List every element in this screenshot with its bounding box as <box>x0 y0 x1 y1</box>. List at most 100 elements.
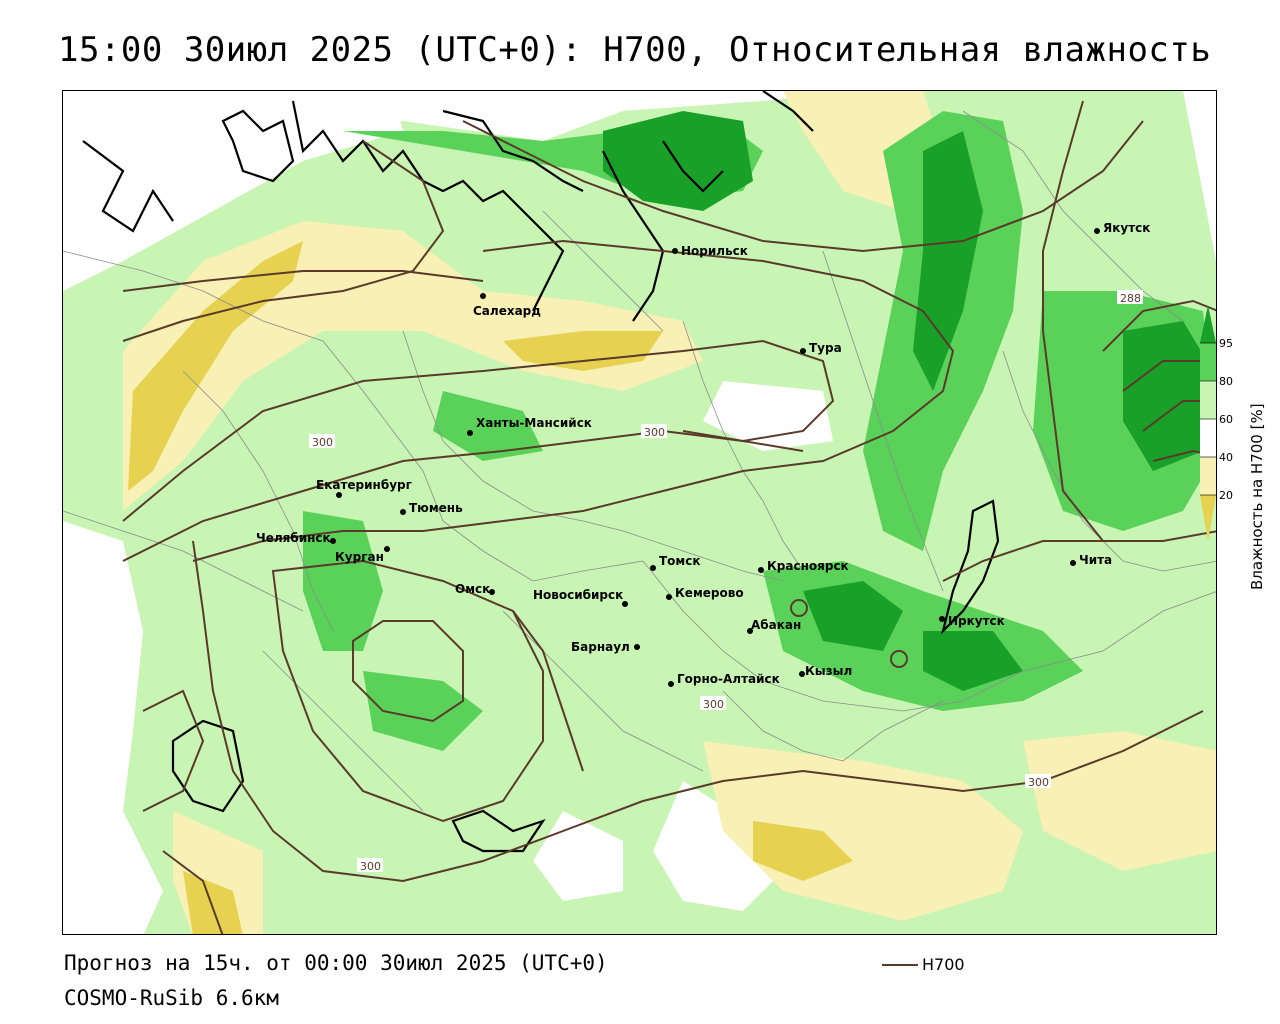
map-frame: 300 300 300 300 300 288 Норильск Салехар… <box>62 90 1217 935</box>
city-dot <box>634 644 640 650</box>
humidity-dark-green-core <box>603 111 753 211</box>
h700-contour-line <box>1122 360 1216 392</box>
colorbar-segment-60 <box>1200 419 1216 457</box>
humidity-white-patch <box>63 521 163 934</box>
city-dot <box>758 567 764 573</box>
h700-contour-line <box>512 610 584 772</box>
city-label: Красноярск <box>767 559 849 573</box>
humidity-medium-green-area <box>433 391 543 461</box>
humidity-yellow-band <box>128 241 303 491</box>
humidity-yellow-band <box>1023 731 1216 871</box>
h700-contour-line <box>192 540 1204 883</box>
humidity-map: 300 300 300 300 300 288 Норильск Салехар… <box>63 91 1216 934</box>
contour-label: 300 <box>360 860 381 873</box>
humidity-medium-green-area <box>363 671 483 751</box>
city-dot <box>489 589 495 595</box>
humidity-yellow-band <box>753 821 853 881</box>
city-label: Норильск <box>681 244 748 258</box>
colorbar-title: Влажность на H700 [%] <box>1248 403 1266 590</box>
h700-small-contour <box>790 599 808 617</box>
colorbar-segment-40 <box>1200 457 1216 495</box>
city-dot <box>800 348 806 354</box>
h700-contour-line <box>271 559 544 823</box>
colorbar-tick-label: 95 <box>1219 337 1233 350</box>
city-dot <box>622 601 628 607</box>
contour-label: 300 <box>1028 776 1049 789</box>
city-dot <box>480 293 486 299</box>
colorbar-bottom-arrow <box>1200 495 1216 541</box>
city-dot <box>799 671 805 677</box>
city-dot <box>1070 560 1076 566</box>
city-label: Томск <box>659 554 701 568</box>
humidity-yellow-band <box>503 331 663 371</box>
city-label: Тура <box>809 341 842 355</box>
city-label: Омск <box>455 582 490 596</box>
h700-contour-line <box>162 850 224 934</box>
city-dot <box>668 681 674 687</box>
city-label: Барнаул <box>571 640 630 654</box>
city-markers: Норильск Салехард Якутск Тура Ханты-Манс… <box>256 221 1150 687</box>
h700-contour-line <box>142 689 205 812</box>
city-dot <box>330 538 336 544</box>
contour-label: 300 <box>312 436 333 449</box>
humidity-dark-green-core <box>923 631 1023 691</box>
h700-contour-line <box>352 620 464 723</box>
city-label: Курган <box>335 550 384 564</box>
city-label: Салехард <box>473 304 541 318</box>
colorbar-tick-label: 60 <box>1219 413 1233 426</box>
model-info: COSMO-RuSib 6.6км <box>64 986 279 1010</box>
city-dot <box>650 565 656 571</box>
contour-label: 300 <box>703 698 724 711</box>
contour-label: 300 <box>644 426 665 439</box>
city-dot <box>939 616 945 622</box>
humidity-dark-green-core <box>1123 321 1213 471</box>
humidity-yellow-band <box>703 741 1023 921</box>
colorbar-top-arrow <box>1200 305 1216 343</box>
contour-label: 288 <box>1120 292 1141 305</box>
contour-label-group: 300 300 300 300 300 288 <box>309 290 1143 873</box>
h700-legend-label: H700 <box>922 955 965 974</box>
h700-contour-line <box>192 239 955 562</box>
city-dot <box>1094 228 1100 234</box>
city-label: Якутск <box>1103 221 1150 235</box>
colorbar-tick-label: 80 <box>1219 375 1233 388</box>
h700-contour-line <box>942 530 1216 582</box>
humidity-white-patch <box>703 381 833 451</box>
h700-contour-line <box>462 120 1144 253</box>
colorbar-segment-80 <box>1200 381 1216 419</box>
city-dot <box>666 594 672 600</box>
city-dot <box>384 546 390 552</box>
h700-contour-line <box>122 429 804 562</box>
h700-contours <box>122 100 1216 934</box>
coastlines <box>82 91 1000 853</box>
city-label: Екатеринбург <box>316 478 412 492</box>
humidity-dark-green-core <box>913 131 983 391</box>
humidity-dark-green-core <box>803 581 903 651</box>
colorbar-segment-95 <box>1200 343 1216 381</box>
city-label: Горно-Алтайск <box>677 672 780 686</box>
humidity-medium-green-area <box>303 511 383 651</box>
colorbar-tick-label: 20 <box>1219 489 1233 502</box>
h700-small-contour <box>890 650 908 668</box>
city-label: Новосибирск <box>533 588 623 602</box>
city-label: Чита <box>1079 553 1112 567</box>
humidity-yellow-band <box>183 871 243 934</box>
humidity-white-patch <box>63 91 403 291</box>
h700-legend-line-sample <box>882 964 918 966</box>
h700-contour-line <box>122 140 445 342</box>
humidity-colorbar: 95 80 60 40 20 <box>1200 305 1233 541</box>
colorbar-tick-label: 40 <box>1219 451 1233 464</box>
city-dot <box>336 492 342 498</box>
h700-contour-line <box>122 270 484 292</box>
city-label: Кемерово <box>675 586 744 600</box>
h700-contour-line <box>1042 100 1104 542</box>
map-title: 15:00 30июл 2025 (UTC+0): H700, Относите… <box>58 30 1212 70</box>
city-label: Кызыл <box>805 664 852 678</box>
h700-contour-line <box>122 339 835 522</box>
city-label: Иркутск <box>948 614 1005 628</box>
forecast-info: Прогноз на 15ч. от 00:00 30июл 2025 (UTC… <box>64 951 608 975</box>
city-label: Челябинск <box>256 531 331 545</box>
city-dot <box>400 509 406 515</box>
humidity-white-patch <box>653 781 783 911</box>
city-label: Ханты-Мансийск <box>476 416 592 430</box>
